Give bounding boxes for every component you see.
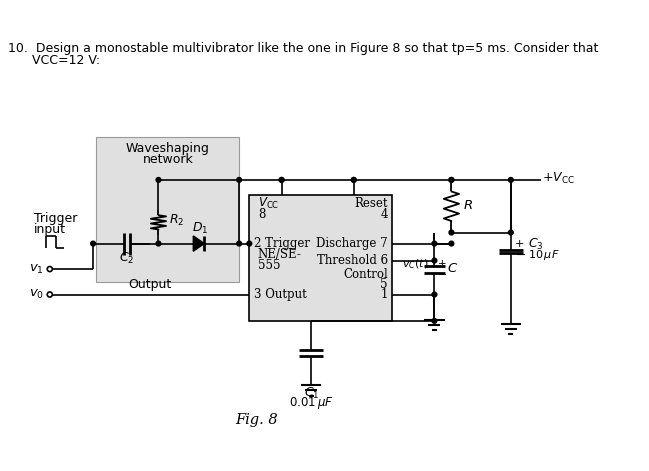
Text: Waveshaping: Waveshaping <box>126 142 210 155</box>
Text: $V_{\rm CC}$: $V_{\rm CC}$ <box>258 196 279 211</box>
Text: Fig. 8: Fig. 8 <box>235 413 277 427</box>
Text: 4: 4 <box>380 208 387 221</box>
Text: Threshold 6: Threshold 6 <box>317 254 387 267</box>
Circle shape <box>432 241 437 246</box>
Circle shape <box>351 178 356 182</box>
Circle shape <box>247 241 252 246</box>
Text: NE/SE-: NE/SE- <box>258 248 302 261</box>
Text: 10.  Design a monostable multivibrator like the one in Figure 8 so that tp=5 ms.: 10. Design a monostable multivibrator li… <box>8 42 598 55</box>
Circle shape <box>237 178 241 182</box>
Text: 8: 8 <box>258 208 265 221</box>
Circle shape <box>279 178 284 182</box>
Text: network: network <box>142 153 193 166</box>
Text: $v_C(t)$: $v_C(t)$ <box>402 257 428 271</box>
Bar <box>249 195 392 321</box>
Circle shape <box>449 230 454 235</box>
Text: +: + <box>515 239 524 250</box>
Circle shape <box>508 230 513 235</box>
Text: VCC=12 V:: VCC=12 V: <box>8 54 101 67</box>
Text: $R_2$: $R_2$ <box>169 213 184 228</box>
Text: Output: Output <box>129 278 171 291</box>
Text: $+V_{\rm CC}$: $+V_{\rm CC}$ <box>543 171 575 186</box>
Circle shape <box>449 178 454 182</box>
Circle shape <box>156 241 161 246</box>
Text: Reset: Reset <box>354 197 387 210</box>
Text: Discharge 7: Discharge 7 <box>316 237 387 250</box>
Circle shape <box>432 258 437 263</box>
Text: 3 Output: 3 Output <box>254 288 306 301</box>
Text: $C_1$: $C_1$ <box>304 386 319 401</box>
Text: $-$: $-$ <box>515 248 526 261</box>
Text: 2 Trigger: 2 Trigger <box>254 237 310 250</box>
Text: Trigger: Trigger <box>34 211 77 225</box>
Text: $C_3$: $C_3$ <box>528 237 543 252</box>
Text: $10\,\mu F$: $10\,\mu F$ <box>528 249 559 262</box>
Text: $D_1$: $D_1$ <box>192 221 208 236</box>
Text: $0.01\,\mu F$: $0.01\,\mu F$ <box>289 395 334 411</box>
Text: $v_0$: $v_0$ <box>29 288 43 301</box>
Text: $C_2$: $C_2$ <box>119 252 135 267</box>
Text: 1: 1 <box>380 288 387 301</box>
Circle shape <box>432 318 437 323</box>
Text: Control: Control <box>343 268 387 281</box>
Circle shape <box>508 178 513 182</box>
Text: $v_1$: $v_1$ <box>29 262 43 276</box>
Text: 555: 555 <box>258 259 280 272</box>
Text: $+$: $+$ <box>437 258 447 268</box>
Circle shape <box>279 178 284 182</box>
Circle shape <box>156 178 161 182</box>
Bar <box>97 138 239 282</box>
Circle shape <box>449 241 454 246</box>
Circle shape <box>91 241 95 246</box>
Polygon shape <box>193 236 204 251</box>
Circle shape <box>351 178 356 182</box>
Text: $-$: $-$ <box>437 268 447 278</box>
Text: $C$: $C$ <box>447 262 458 275</box>
Text: input: input <box>34 223 66 236</box>
Text: $R$: $R$ <box>463 199 473 212</box>
Circle shape <box>449 178 454 182</box>
Circle shape <box>432 292 437 297</box>
Circle shape <box>237 241 241 246</box>
Text: 5: 5 <box>380 278 387 291</box>
